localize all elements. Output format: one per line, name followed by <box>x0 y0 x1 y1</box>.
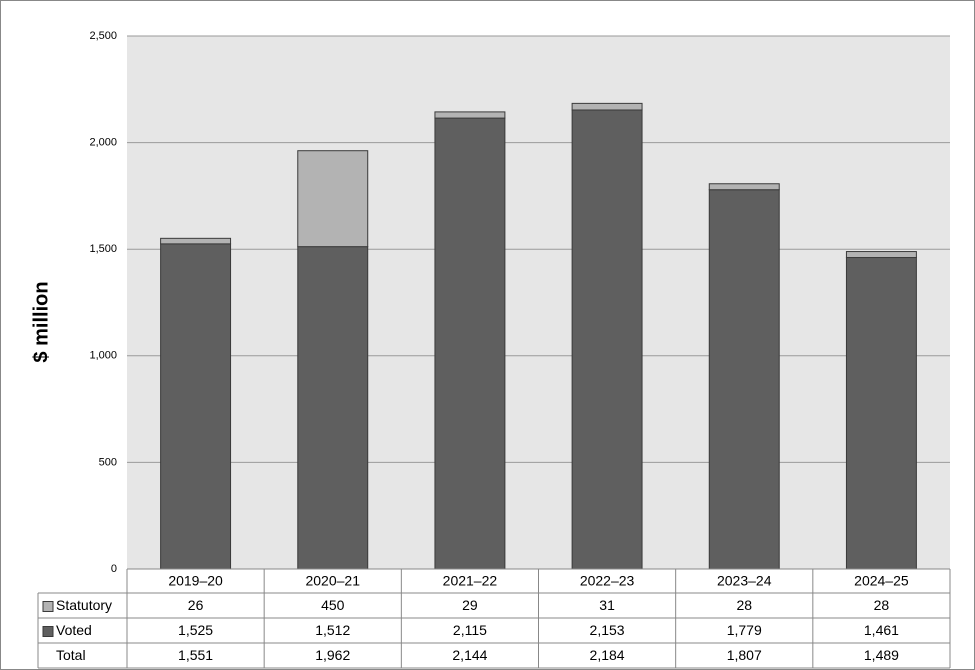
x-tick-label: 2020–21 <box>305 573 360 589</box>
table-value: 1,512 <box>315 622 350 638</box>
bar-segment <box>571 102 643 111</box>
bar-segment <box>571 109 643 570</box>
table-value: 28 <box>874 597 890 613</box>
table-value: 29 <box>462 597 478 613</box>
x-tick-label: 2019–20 <box>168 573 223 589</box>
legend-label: Voted <box>56 622 92 638</box>
y-axis-label: $ million <box>30 281 52 362</box>
table-value: 28 <box>736 597 752 613</box>
bar-segment <box>434 111 506 119</box>
bar-segment <box>708 189 780 570</box>
table-value: 31 <box>599 597 615 613</box>
bar-segment <box>160 237 232 245</box>
x-tick-label: 2021–22 <box>443 573 498 589</box>
legend-key <box>42 626 54 637</box>
y-tick-label: 2,500 <box>89 30 117 42</box>
table-value: 450 <box>321 597 345 613</box>
bar-segment <box>708 183 780 191</box>
y-tick-label: 500 <box>99 456 117 468</box>
x-tick-label: 2024–25 <box>854 573 909 589</box>
table-value: 1,779 <box>727 622 762 638</box>
legend-key <box>42 601 54 612</box>
table-value: 1,461 <box>864 622 899 638</box>
table-value: 2,184 <box>590 647 625 663</box>
table-value: 1,807 <box>727 647 762 663</box>
table-value: 1,489 <box>864 647 899 663</box>
y-tick-label: 2,000 <box>89 137 117 149</box>
bar-segment <box>434 117 506 570</box>
y-tick-label: 1,000 <box>89 350 117 362</box>
bar-segment <box>160 243 232 570</box>
table-value: 2,144 <box>452 647 487 663</box>
bar-segment <box>297 246 369 570</box>
bar-segment <box>845 257 917 570</box>
plot-area <box>127 36 950 569</box>
y-tick-label: 1,500 <box>89 243 117 255</box>
bar-segment <box>297 150 369 248</box>
legend-label: Statutory <box>56 597 112 613</box>
bar-segment <box>845 251 917 259</box>
table-value: 1,962 <box>315 647 350 663</box>
table-value: 2,153 <box>590 622 625 638</box>
x-tick-label: 2022–23 <box>580 573 635 589</box>
x-tick-label: 2023–24 <box>717 573 772 589</box>
total-label: Total <box>56 647 86 663</box>
table-value: 26 <box>188 597 204 613</box>
y-tick-label: 0 <box>111 563 117 575</box>
table-value: 2,115 <box>453 622 487 638</box>
table-value: 1,525 <box>178 622 213 638</box>
table-value: 1,551 <box>178 647 213 663</box>
